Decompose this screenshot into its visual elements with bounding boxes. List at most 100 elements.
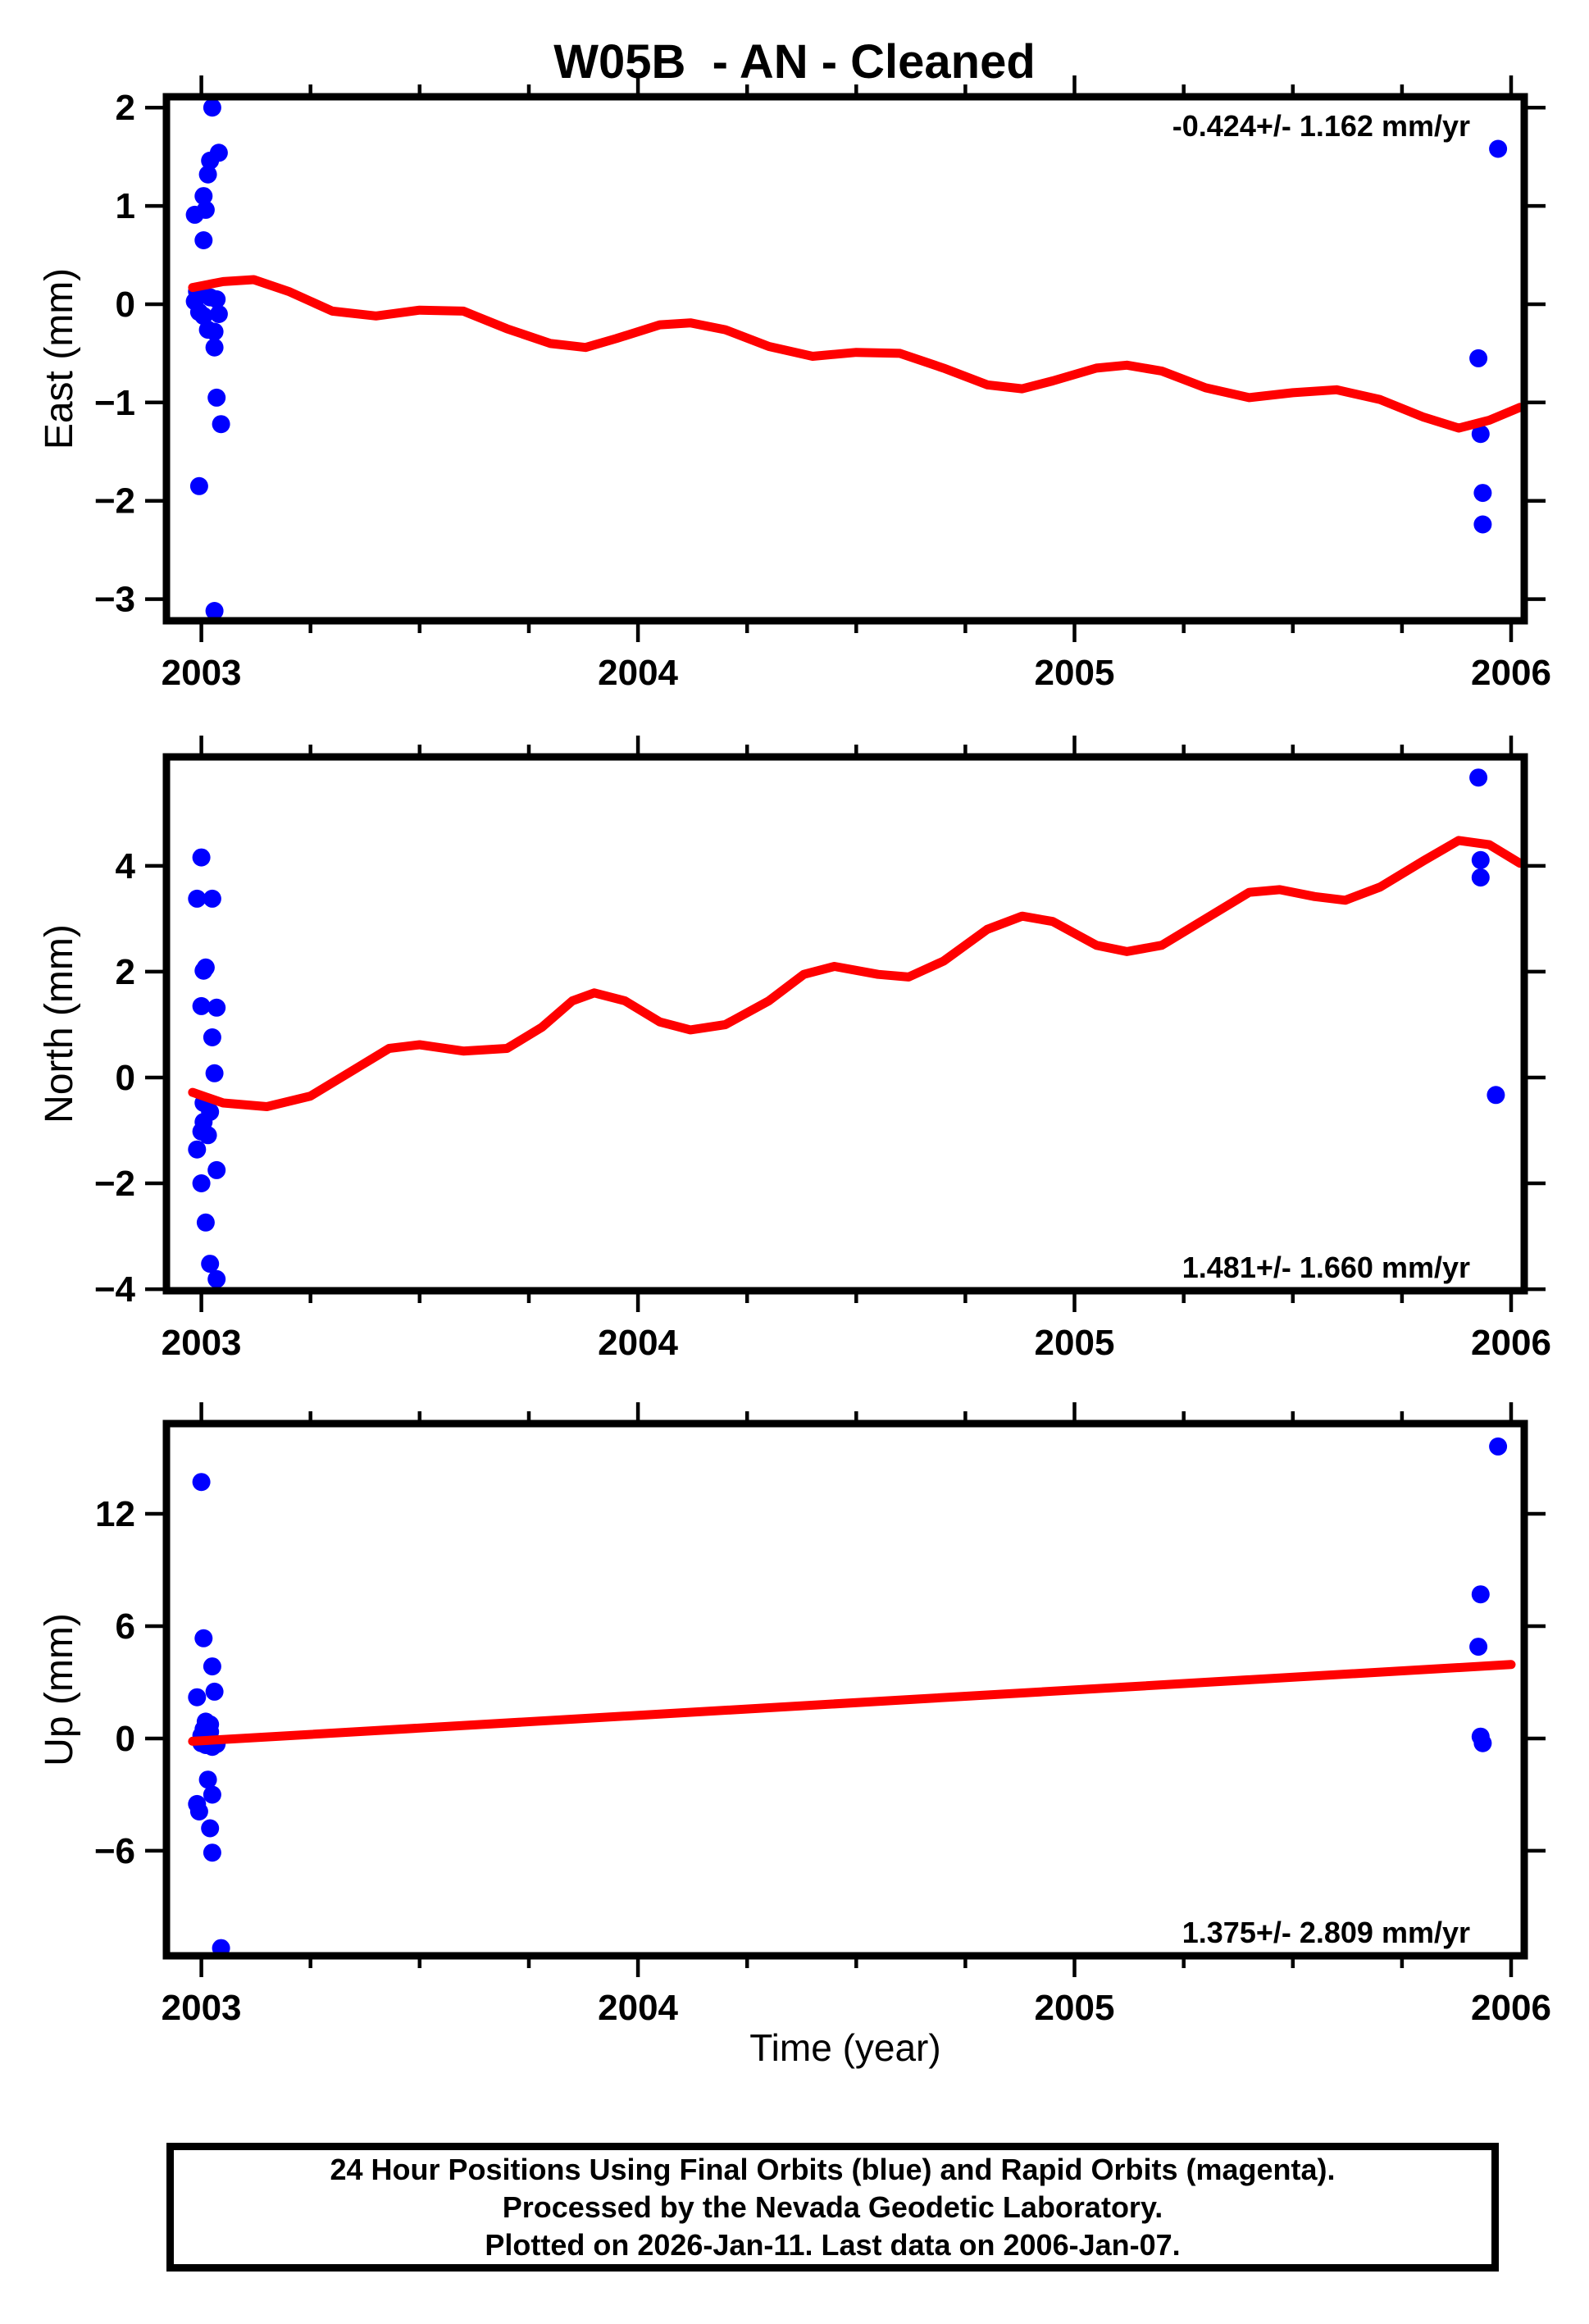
x-tick-label: 2003 [162,653,242,693]
y-tick-label: −4 [94,1269,136,1310]
data-point [205,338,224,357]
caption-box: 24 Hour Positions Using Final Orbits (bl… [166,2143,1499,2272]
y-axis-title: Up (mm) [38,1613,81,1766]
data-point [207,388,226,407]
data-point [194,231,213,249]
data-point [203,889,221,908]
east-plot: 2003 2004 2005 2006 2 1 0 −1 −2 −3 East (mm) -0.424… [38,75,1551,693]
data-point [201,151,220,170]
plot-frame [162,1419,1528,1960]
data-point [1469,349,1488,367]
trend-line [188,836,1525,1111]
data-point [201,1819,220,1838]
x-axis-title: Time (year) [749,2026,941,2069]
data-point [192,1174,211,1192]
x-tick-label: 2005 [1035,653,1115,693]
data-point [185,205,204,224]
rate-annotation: 1.481+/- 1.660 mm/yr [1182,1251,1470,1284]
y-tick-label: 2 [116,952,135,992]
y-tick-label: 0 [116,285,135,325]
x-tick-label: 2003 [162,1988,242,2028]
x-tick-label: 2006 [1471,653,1551,693]
data-point [1473,484,1492,503]
plot-frame [162,93,1528,625]
data-point [201,1255,220,1274]
y-tick-label: 0 [116,1719,135,1759]
y-tick-label: 6 [116,1606,135,1647]
data-point [194,187,213,206]
data-point [1471,425,1490,444]
data-point [192,848,211,867]
x-tick-label: 2006 [1471,1323,1551,1363]
y-tick-label: 0 [116,1058,135,1098]
data-point [1471,868,1490,887]
y-tick-label: 1 [116,186,135,226]
data-point [205,1064,224,1082]
caption-line-2: Processed by the Nevada Geodetic Laborat… [502,2190,1163,2224]
data-point [207,998,226,1017]
data-point [198,1770,217,1789]
data-point [203,1785,221,1804]
data-point [212,415,230,434]
x-tick-label: 2005 [1035,1323,1115,1363]
y-tick-label: 12 [95,1494,135,1534]
data-point [203,98,221,117]
data-point [188,889,207,908]
caption-line-1: 24 Hour Positions Using Final Orbits (bl… [330,2152,1336,2186]
data-point [203,1028,221,1046]
x-tick-label: 2004 [598,1323,678,1363]
x-tick-label: 2004 [598,653,678,693]
data-point [1471,1585,1490,1604]
y-tick-label: −2 [94,1164,135,1204]
trend-line [188,1660,1516,1746]
x-tick-label: 2003 [162,1323,242,1363]
data-point [203,1843,221,1862]
x-tick-label: 2004 [598,1988,678,2028]
data-point [194,961,213,980]
data-point [192,996,211,1015]
y-tick-label: −1 [94,383,135,423]
data-point [205,1682,224,1701]
data-point [194,307,213,326]
data-point [192,1473,211,1492]
data-point [188,1140,207,1159]
x-tick-label: 2006 [1471,1988,1551,2028]
trend-line [188,275,1525,433]
rate-annotation: -0.424+/- 1.162 mm/yr [1172,109,1470,143]
data-point [1489,1437,1508,1456]
y-axis-title: East (mm) [38,268,81,449]
data-point [207,290,226,308]
north-plot: 2003 2004 2005 2006 4 2 0 −2 −4 North (mm) 1.481+/… [38,736,1551,1363]
y-tick-label: −2 [94,481,135,522]
data-point [1473,515,1492,534]
data-point [198,165,217,184]
data-point [1469,1638,1488,1656]
caption-line-3: Plotted on 2026-Jan-11. Last data on 200… [485,2227,1181,2262]
up-plot: 2003 2004 2005 2006 12 6 0 −6 Up (mm) 1.375+/- 2.… [38,1402,1551,2028]
page-title: W05B - AN - Cleaned [553,35,1036,89]
data-point [207,1269,226,1288]
data-point [207,1160,226,1179]
data-point [205,322,224,341]
data-point [196,1213,215,1232]
data-point [209,305,228,323]
y-tick-label: −6 [94,1831,135,1871]
plot-frame [162,753,1528,1295]
data-point [1487,1086,1505,1105]
data-point [1469,768,1488,787]
rate-annotation: 1.375+/- 2.809 mm/yr [1182,1916,1470,1949]
data-point [1471,850,1490,869]
data-point [189,476,208,495]
data-point [1489,139,1508,158]
data-point [198,1126,217,1145]
data-point [194,1629,213,1647]
data-point [1473,1734,1492,1752]
data-point [188,1688,207,1707]
data-point [189,1802,208,1820]
y-tick-label: 2 [116,88,135,128]
data-point [205,602,224,620]
data-point [203,1657,221,1676]
x-tick-label: 2005 [1035,1988,1115,2028]
